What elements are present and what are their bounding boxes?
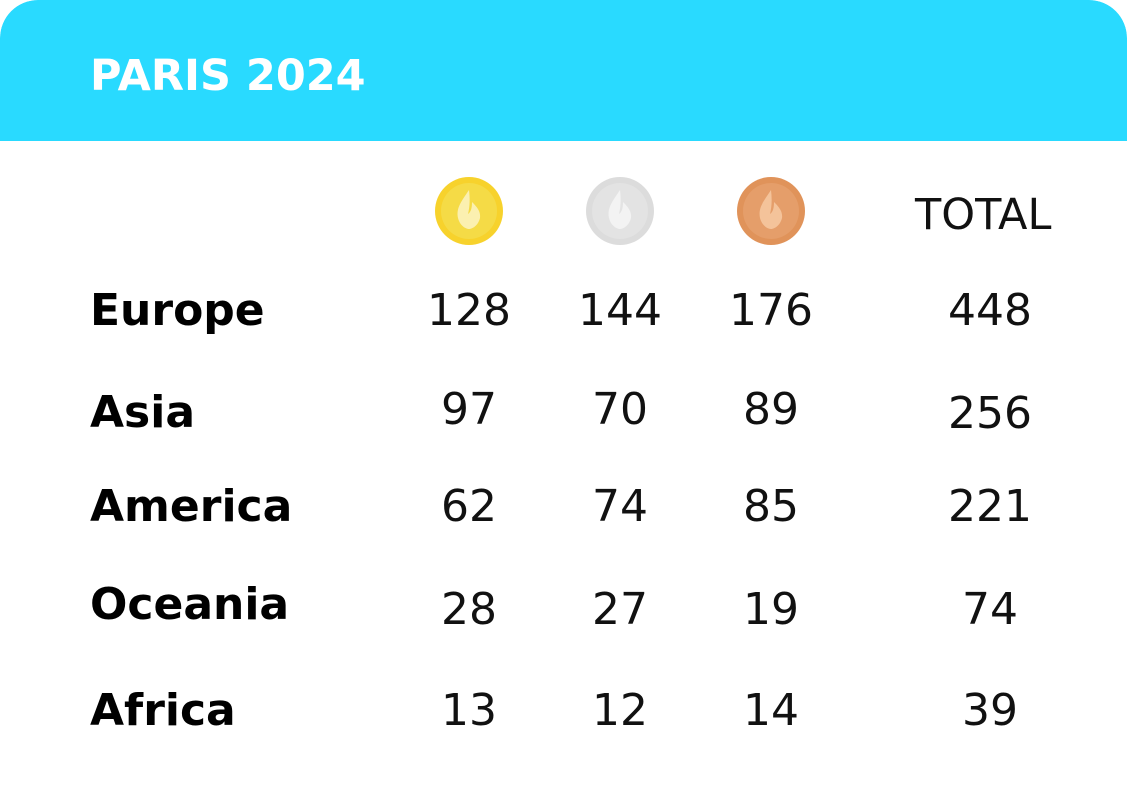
cell-africa-total: 39 xyxy=(962,685,1018,736)
cell-oceania-total: 74 xyxy=(962,584,1018,635)
cell-asia-silver: 70 xyxy=(592,384,648,435)
cell-oceania-silver: 27 xyxy=(592,584,648,635)
cell-africa-silver: 12 xyxy=(592,685,648,736)
cell-africa-bronze: 14 xyxy=(743,685,799,736)
gold-medal-icon xyxy=(434,176,504,246)
cell-america-bronze: 85 xyxy=(743,481,799,532)
row-label-europe: Europe xyxy=(90,285,265,336)
cell-asia-bronze: 89 xyxy=(743,384,799,435)
row-label-america: America xyxy=(90,481,293,532)
row-label-asia: Asia xyxy=(90,387,196,438)
row-label-oceania: Oceania xyxy=(90,579,290,630)
cell-oceania-gold: 28 xyxy=(441,584,497,635)
cell-africa-gold: 13 xyxy=(441,685,497,736)
total-column-header: TOTAL xyxy=(915,190,1052,240)
cell-america-silver: 74 xyxy=(592,481,648,532)
cell-oceania-bronze: 19 xyxy=(743,584,799,635)
cell-america-total: 221 xyxy=(948,481,1032,532)
page-title: PARIS 2024 xyxy=(90,51,366,101)
cell-europe-gold: 128 xyxy=(427,285,511,336)
silver-medal-icon xyxy=(585,176,655,246)
cell-europe-bronze: 176 xyxy=(729,285,813,336)
row-label-africa: Africa xyxy=(90,685,236,736)
title-banner: PARIS 2024 xyxy=(0,0,1127,141)
cell-europe-silver: 144 xyxy=(578,285,662,336)
cell-asia-gold: 97 xyxy=(441,384,497,435)
cell-asia-total: 256 xyxy=(948,388,1032,439)
cell-europe-total: 448 xyxy=(948,285,1032,336)
cell-america-gold: 62 xyxy=(441,481,497,532)
bronze-medal-icon xyxy=(736,176,806,246)
